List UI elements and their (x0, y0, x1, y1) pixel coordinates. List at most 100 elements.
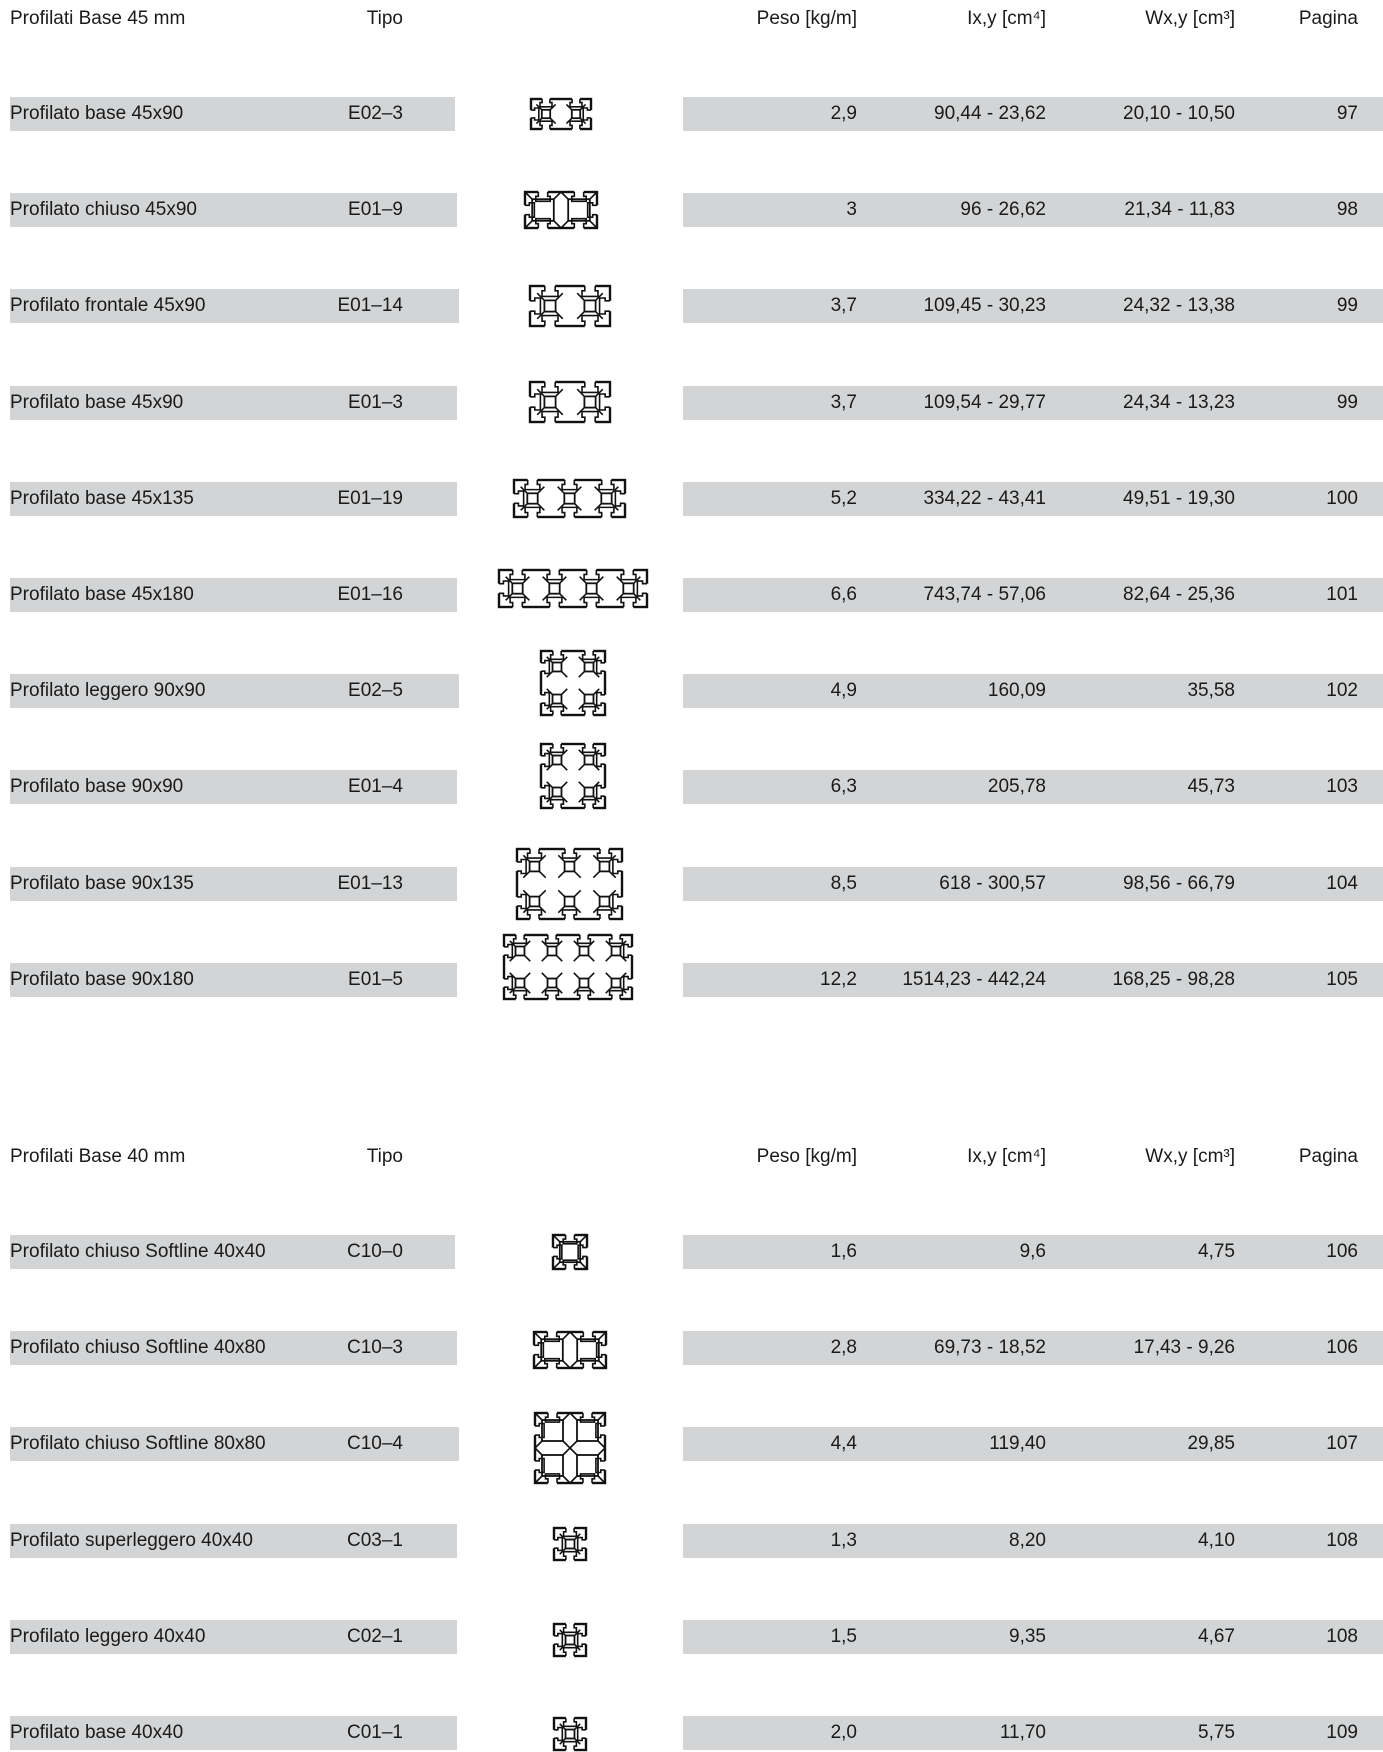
profile-name: Profilato leggero 90x90 (10, 680, 206, 701)
profile-inertia: 119,40 (989, 1433, 1046, 1454)
table-row: Profilato base 90x135 E01–13 8,5 618 - 300,… (0, 867, 1383, 901)
profile-page: 99 (1336, 295, 1358, 316)
profile-inertia: 109,54 - 29,77 (923, 392, 1046, 413)
profile-45x90-front-icon (528, 284, 612, 328)
profile-page: 99 (1336, 392, 1358, 413)
profile-weight: 4,4 (830, 1433, 857, 1454)
profile-weight: 2,0 (830, 1722, 857, 1743)
profile-90x90-light-icon (539, 649, 607, 717)
column-header-tipo: Tipo (366, 1146, 403, 1167)
profile-45x90-icon (528, 380, 612, 424)
row-shading-right (683, 482, 1383, 516)
profile-inertia: 9,35 (1009, 1626, 1046, 1647)
profile-section-modulus: 98,56 - 66,79 (1123, 873, 1235, 894)
row-shading-right (683, 386, 1383, 420)
profile-page: 108 (1326, 1530, 1358, 1551)
row-shading-left (10, 1427, 459, 1461)
profile-page: 108 (1326, 1626, 1358, 1647)
profile-weight: 2,9 (830, 103, 857, 124)
profile-40x40-superlight-icon (552, 1526, 588, 1562)
table-row: Profilato superleggero 40x40 C03–1 1,3 8,20… (0, 1524, 1383, 1558)
profile-inertia: 1514,23 - 442,24 (902, 969, 1046, 990)
profile-45x180-icon (497, 568, 649, 609)
row-shading-right (683, 289, 1383, 323)
profile-weight: 3,7 (830, 392, 857, 413)
row-shading-right (683, 97, 1383, 131)
column-header-peso: Peso [kg/m] (756, 1146, 857, 1167)
table-header: Profilati Base 45 mm Tipo Peso [kg/m] Ix,y … (0, 0, 1383, 40)
profile-type: C10–3 (347, 1337, 403, 1358)
profile-section-modulus: 49,51 - 19,30 (1123, 488, 1235, 509)
row-shading-right (683, 1716, 1383, 1750)
row-shading-right (683, 578, 1383, 612)
table-row: Profilato leggero 40x40 C02–1 1,5 9,35 4,67 1… (0, 1620, 1383, 1654)
table-row: Profilato base 45x180 E01–16 6,6 743,74 - 5… (0, 578, 1383, 612)
profile-inertia: 743,74 - 57,06 (923, 584, 1046, 605)
row-shading-right (683, 1620, 1383, 1654)
profile-name: Profilato base 45x90 (10, 103, 184, 124)
row-shading-right (683, 193, 1383, 227)
profile-page: 106 (1326, 1241, 1358, 1262)
profile-type: E02–3 (348, 103, 403, 124)
profile-weight: 1,5 (830, 1626, 857, 1647)
table-row: Profilato frontale 45x90 E01–14 3,7 109,45 … (0, 289, 1383, 323)
profile-section-modulus: 5,75 (1198, 1722, 1235, 1743)
column-header-tipo: Tipo (366, 8, 403, 29)
profile-type: E02–5 (348, 680, 403, 701)
profile-name: Profilato base 45x135 (10, 488, 194, 509)
profile-section-modulus: 35,58 (1187, 680, 1235, 701)
table-row: Profilato base 45x90 E02–3 2,9 90,44 - 23,6… (0, 97, 1383, 131)
profile-type: C10–4 (347, 1433, 403, 1454)
profile-40x40-icon (552, 1716, 588, 1752)
row-shading-left (10, 193, 457, 227)
row-shading-left (10, 1235, 455, 1269)
profile-weight: 2,8 (830, 1337, 857, 1358)
profile-section-modulus: 45,73 (1187, 776, 1235, 797)
row-shading-left (10, 1620, 457, 1654)
profile-name: Profilato chiuso Softline 40x80 (10, 1337, 266, 1358)
profile-name: Profilato chiuso Softline 80x80 (10, 1433, 266, 1454)
profile-name: Profilato base 90x135 (10, 873, 194, 894)
profile-name: Profilato base 45x180 (10, 584, 194, 605)
profile-type: E01–19 (337, 488, 403, 509)
section-title: Profilati Base 40 mm (10, 1146, 186, 1167)
profile-section-modulus: 17,43 - 9,26 (1133, 1337, 1235, 1358)
column-header-peso: Peso [kg/m] (756, 8, 857, 29)
profile-inertia: 69,73 - 18,52 (934, 1337, 1046, 1358)
profile-page: 104 (1326, 873, 1358, 894)
table-row: Profilato chiuso Softline 40x80 C10–3 2,8 6… (0, 1331, 1383, 1365)
profile-type: C02–1 (347, 1626, 403, 1647)
profile-weight: 3,7 (830, 295, 857, 316)
column-header-wx: Wx,y [cm³] (1145, 8, 1235, 29)
profile-inertia: 160,09 (987, 680, 1046, 701)
profile-weight: 5,2 (830, 488, 857, 509)
profile-weight: 4,9 (830, 680, 857, 701)
row-shading-left (10, 578, 457, 612)
row-shading-right (683, 963, 1383, 997)
column-header-ix: Ix,y [cm⁴] (967, 8, 1046, 29)
profile-page: 103 (1326, 776, 1358, 797)
profile-80x80-softline-icon (533, 1411, 607, 1485)
profile-inertia: 334,22 - 43,41 (923, 488, 1046, 509)
profile-type: E01–5 (348, 969, 403, 990)
column-header-ix: Ix,y [cm⁴] (967, 1146, 1046, 1167)
profile-page: 109 (1326, 1722, 1358, 1743)
profile-page: 101 (1326, 584, 1358, 605)
profile-weight: 1,3 (830, 1530, 857, 1551)
profile-40x80-softline-icon (532, 1330, 608, 1370)
profile-45x90-closed-icon (523, 190, 599, 230)
profile-page: 98 (1336, 199, 1358, 220)
table-row: Profilato chiuso Softline 80x80 C10–4 4,4 1… (0, 1427, 1383, 1461)
row-shading-left (10, 289, 459, 323)
row-shading-left (10, 674, 459, 708)
column-header-pagina: Pagina (1298, 1146, 1358, 1167)
profile-90x135-icon (515, 847, 624, 921)
profile-type: C10–0 (347, 1241, 403, 1262)
profile-section-modulus: 24,34 - 13,23 (1123, 392, 1235, 413)
profile-type: E01–14 (337, 295, 403, 316)
row-shading-right (683, 1235, 1383, 1269)
profile-90x180-icon (502, 933, 634, 1001)
profile-type: C03–1 (347, 1530, 403, 1551)
profile-weight: 8,5 (830, 873, 857, 894)
profile-name: Profilato chiuso Softline 40x40 (10, 1241, 266, 1262)
